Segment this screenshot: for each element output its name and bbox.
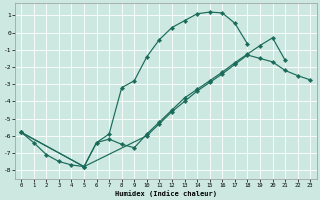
X-axis label: Humidex (Indice chaleur): Humidex (Indice chaleur)	[115, 190, 217, 197]
